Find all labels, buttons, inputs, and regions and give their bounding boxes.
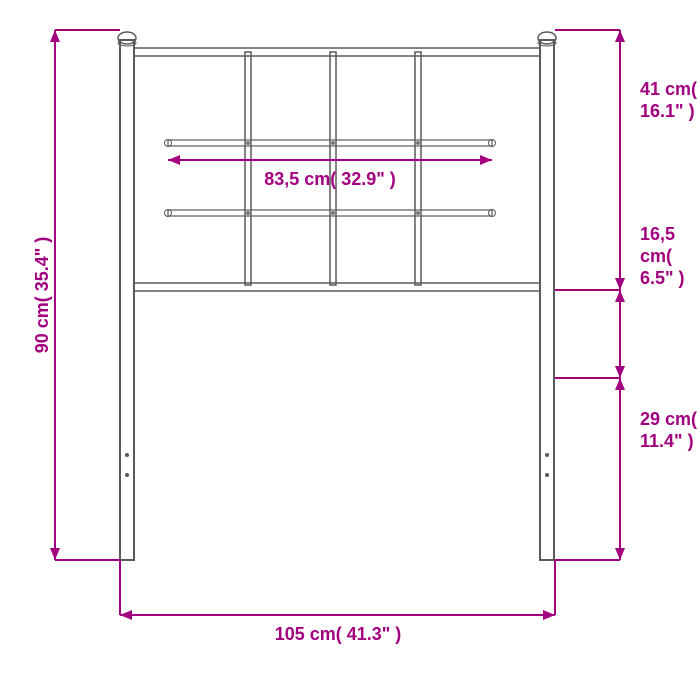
dimension-diagram: 90 cm( 35.4" ) 105 cm( 41.3" ) 83,5 cm( 32…	[0, 0, 700, 700]
dimension-label: 16,5	[640, 224, 675, 244]
top-rail	[134, 48, 540, 56]
mounting-hole	[125, 473, 129, 477]
mounting-hole	[545, 453, 549, 457]
dimension-label: 16.1" )	[640, 101, 695, 121]
dimension-label: 90 cm( 35.4" )	[32, 237, 52, 354]
rail-joint	[331, 141, 335, 145]
arrowhead	[615, 290, 625, 302]
vertical-bar	[415, 52, 421, 285]
arrowhead	[480, 155, 492, 165]
rail-joint	[246, 211, 250, 215]
dimension-label: 83,5 cm( 32.9" )	[264, 169, 396, 189]
post-cap	[538, 32, 556, 44]
left-post	[120, 40, 134, 560]
arrowhead	[543, 610, 555, 620]
arrowhead	[615, 30, 625, 42]
arrowhead	[168, 155, 180, 165]
rail-joint	[416, 141, 420, 145]
bottom-rail	[134, 283, 540, 291]
arrowhead	[615, 366, 625, 378]
dimension-label: 6.5" )	[640, 268, 685, 288]
dimension-label: 41 cm(	[640, 79, 697, 99]
arrowhead	[615, 278, 625, 290]
dimension-lower_section_height: 29 cm(11.4" )	[555, 378, 697, 560]
dimension-label: 105 cm( 41.3" )	[275, 624, 402, 644]
arrowhead	[615, 548, 625, 560]
dimension-label: 29 cm(	[640, 409, 697, 429]
arrowhead	[615, 378, 625, 390]
rail-joint	[246, 141, 250, 145]
mounting-hole	[125, 453, 129, 457]
rail-joint	[416, 211, 420, 215]
vertical-bar	[245, 52, 251, 285]
arrowhead	[50, 548, 60, 560]
arrowhead	[120, 610, 132, 620]
dimension-label: cm(	[640, 246, 672, 266]
headboard-product	[118, 32, 556, 560]
dimension-overall_width: 105 cm( 41.3" )	[120, 560, 555, 644]
right-post	[540, 40, 554, 560]
dimension-top_section_height: 41 cm(16.1" )	[555, 30, 697, 290]
dimension-label: 11.4" )	[640, 431, 694, 451]
mounting-hole	[545, 473, 549, 477]
arrowhead	[50, 30, 60, 42]
post-cap	[118, 32, 136, 44]
dimension-overall_height: 90 cm( 35.4" )	[32, 30, 120, 560]
rail-joint	[331, 211, 335, 215]
